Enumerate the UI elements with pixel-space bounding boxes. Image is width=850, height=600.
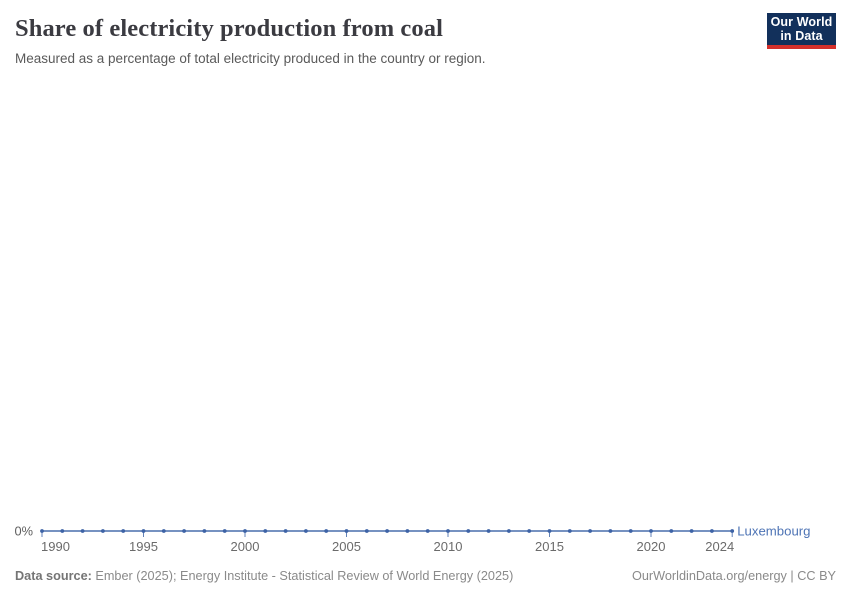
data-point [689, 529, 694, 533]
data-point [202, 529, 207, 533]
x-axis-tick-label: 2005 [332, 539, 361, 554]
x-axis-tick-label: 2000 [231, 539, 260, 554]
entity-label[interactable]: Luxembourg [737, 524, 810, 539]
data-point [344, 529, 349, 533]
x-axis-tick-label: 2024 [705, 539, 734, 554]
data-point [324, 529, 329, 533]
data-point [669, 529, 674, 533]
x-axis-tick-label: 2010 [434, 539, 463, 554]
data-point [60, 529, 65, 533]
data-point [567, 529, 572, 533]
chart-header: Share of electricity production from coa… [15, 14, 835, 67]
data-point [182, 529, 187, 533]
data-point [304, 529, 308, 533]
x-axis-tick-label: 2015 [535, 539, 564, 554]
x-axis-tick-label: 1990 [41, 539, 70, 554]
owid-logo-line1: Our World [770, 15, 833, 29]
chart-title: Share of electricity production from coa… [15, 15, 444, 42]
data-point [101, 529, 105, 533]
data-point [425, 529, 430, 533]
data-point [80, 529, 85, 533]
data-source-text: Ember (2025); Energy Institute - Statist… [91, 569, 514, 583]
data-point [466, 529, 471, 533]
data-source-note: Data source: Ember (2025); Energy Instit… [15, 569, 513, 584]
data-point [385, 529, 389, 533]
data-source-label: Data source: [15, 569, 92, 583]
data-point [364, 529, 369, 533]
data-point [628, 529, 633, 533]
data-point [405, 529, 410, 533]
owid-url-license-link[interactable]: OurWorldinData.org/energy | CC BY [631, 569, 836, 583]
data-point [243, 529, 247, 533]
data-point [446, 529, 450, 533]
owid-logo: Our World in Data [767, 13, 836, 49]
data-point [710, 529, 714, 533]
data-point [527, 529, 532, 533]
chart-subtitle: Measured as a percentage of total electr… [15, 51, 486, 66]
data-point [263, 529, 268, 533]
data-point [161, 529, 166, 533]
data-point [588, 529, 592, 533]
x-axis-tick-label: 1995 [129, 539, 158, 554]
chart-footer: Data source: Ember (2025); Energy Instit… [15, 569, 836, 584]
data-point [608, 529, 613, 533]
data-point [141, 529, 146, 533]
data-point [486, 529, 491, 533]
data-point [222, 529, 227, 533]
data-point [649, 529, 653, 533]
y-axis-tick-label: 0% [15, 524, 34, 539]
owid-logo-line2: in Data [780, 29, 823, 43]
data-point [283, 529, 288, 533]
data-point [121, 529, 126, 533]
data-point [507, 529, 511, 533]
data-point [730, 529, 735, 533]
data-point [547, 529, 552, 533]
x-axis-tick-label: 2020 [637, 539, 666, 554]
data-point [40, 529, 44, 533]
